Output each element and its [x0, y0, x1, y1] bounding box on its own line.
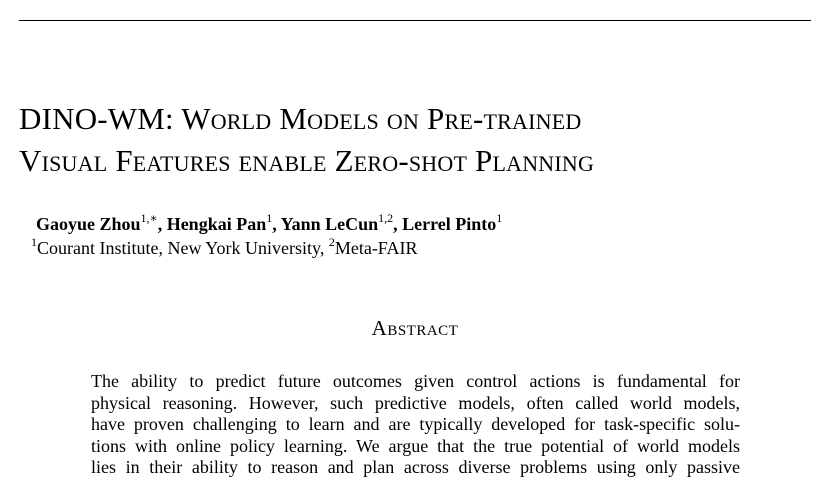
- affiliation-sup: 2: [328, 235, 335, 249]
- affiliation-sup: 1: [31, 235, 37, 249]
- paper-title: DINO-WM: World Models on Pre-trained Vis…: [19, 98, 819, 182]
- abstract-body: The ability to predict future outcomes g…: [91, 371, 740, 479]
- author-name: Lerrel Pinto: [402, 214, 497, 234]
- title-line-1: DINO-WM: World Models on Pre-trained: [19, 101, 582, 136]
- affiliation-text: Meta-FAIR: [334, 238, 418, 258]
- author-sup: 1: [496, 211, 503, 225]
- affiliations: 1Courant Institute, New York University,…: [31, 236, 417, 260]
- title-line-2: Visual Features enable Zero-shot Plannin…: [19, 143, 595, 178]
- abstract-line: have proven challenging to learn and are…: [91, 414, 740, 434]
- abstract-line: lies in their ability to reason and plan…: [91, 457, 740, 477]
- affiliation-text: Courant Institute, New York University,: [37, 238, 325, 258]
- top-rule: [19, 20, 811, 21]
- author-list: Gaoyue Zhou1,∗, Hengkai Pan1, Yann LeCun…: [36, 211, 503, 234]
- abstract-line: physical reasoning. However, such predic…: [91, 392, 740, 413]
- author-sup: 1: [266, 211, 273, 225]
- author-sup: 1,2: [378, 211, 394, 225]
- author-name: Hengkai Pan: [166, 214, 267, 234]
- abstract-heading: Abstract: [371, 316, 459, 340]
- author-name: Yann LeCun: [280, 214, 379, 234]
- author-sup: 1,∗: [140, 211, 158, 225]
- author-name: Gaoyue Zhou: [36, 214, 141, 234]
- abstract-line: tions with online policy learning. We ar…: [91, 435, 740, 456]
- abstract-line: The ability to predict future outcomes g…: [91, 371, 740, 391]
